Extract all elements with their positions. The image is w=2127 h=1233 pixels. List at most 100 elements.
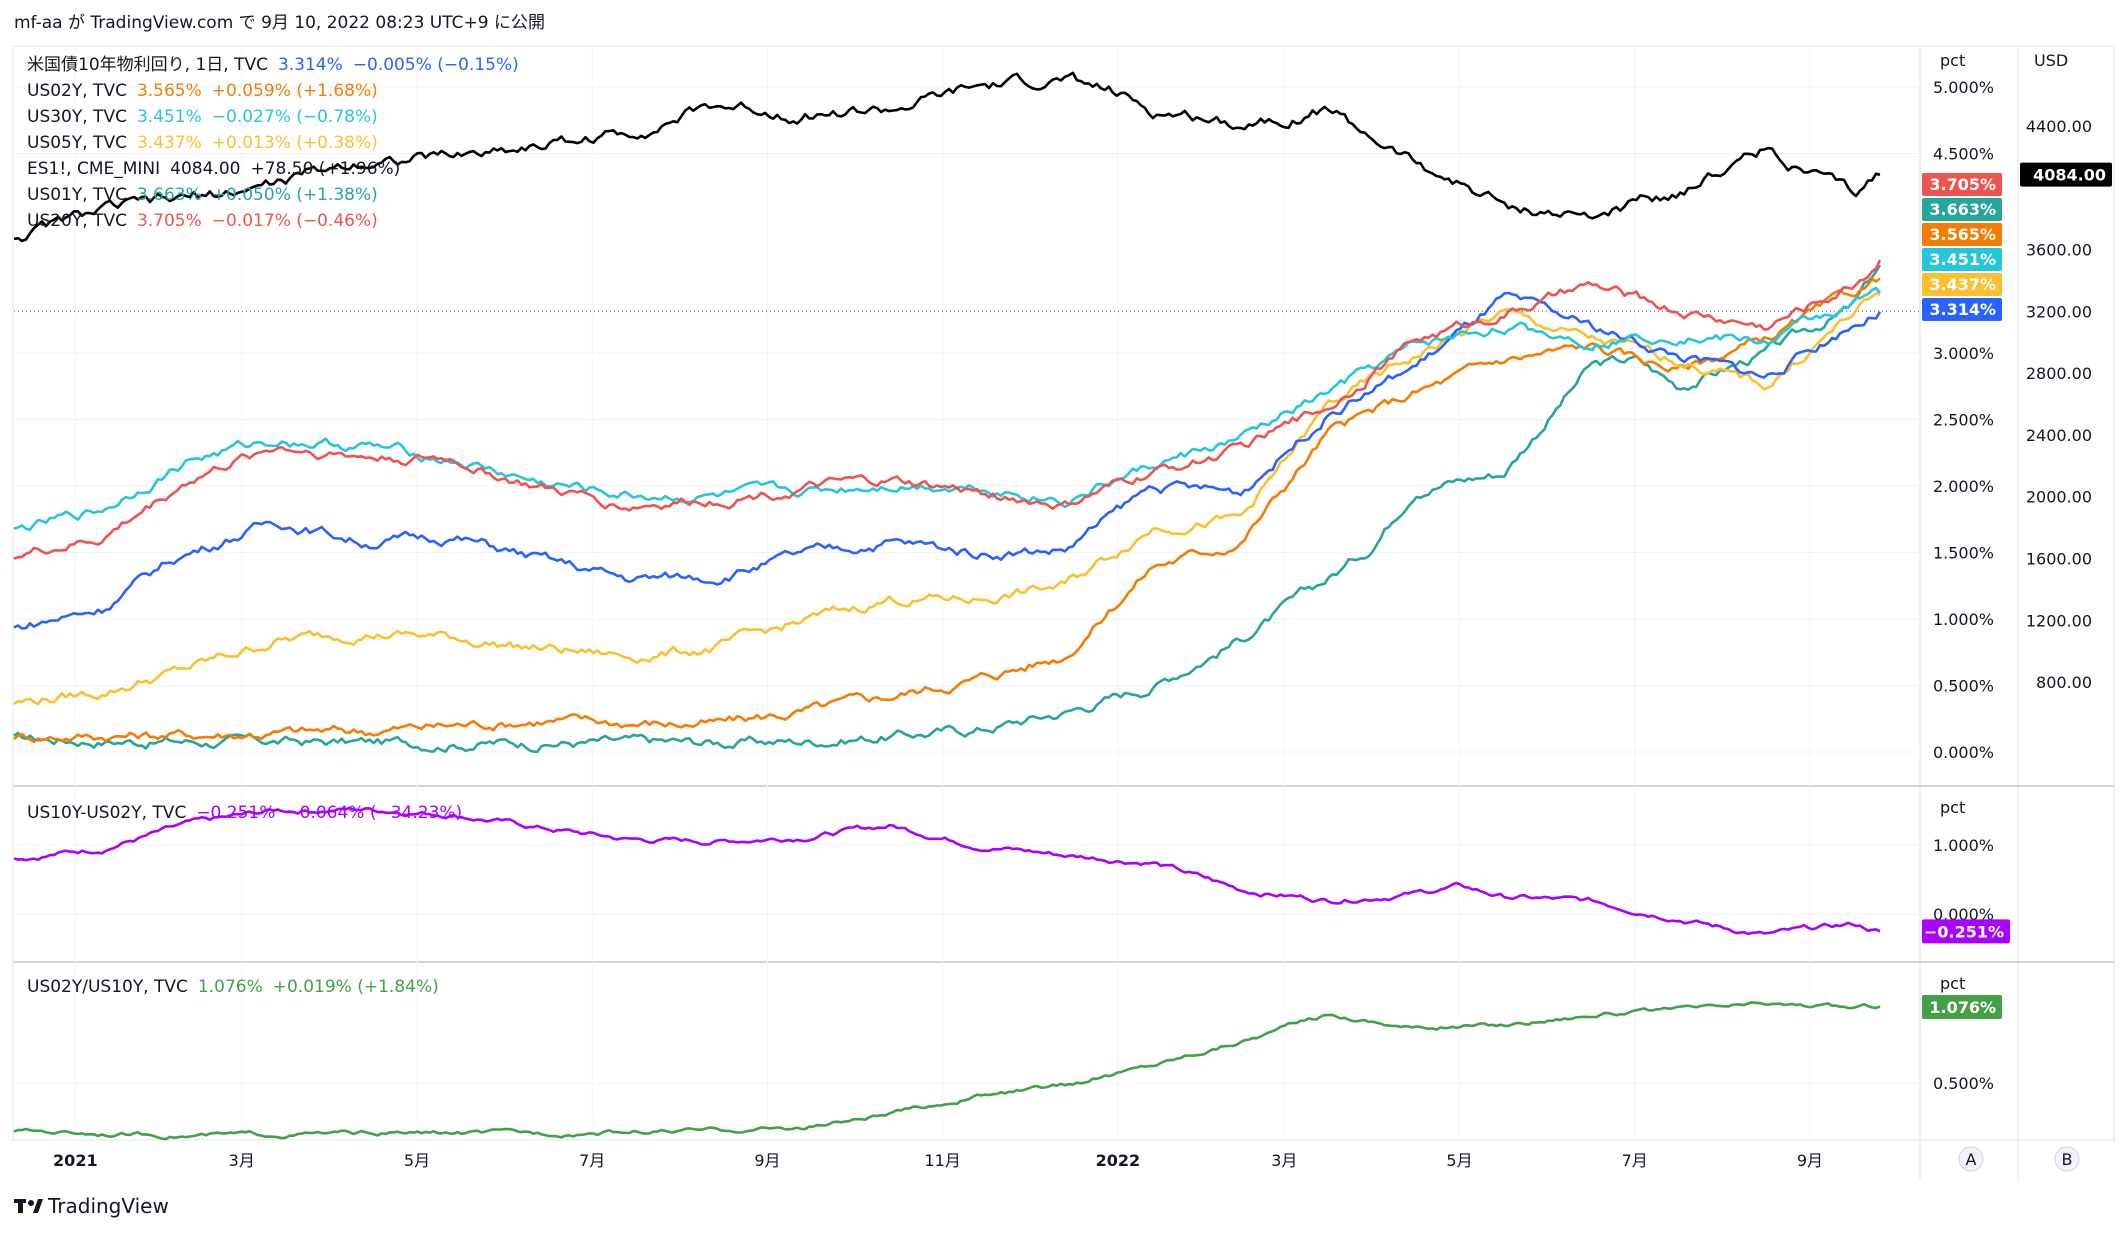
price-tag-label: 3.451% [1929,250,1996,269]
chart-frame [12,45,2115,1180]
legend-series-name: US30Y, TVC [27,107,127,127]
legend-row: US01Y, TVC 3.663% +0.050% (+1.38%) [27,185,378,205]
left-axis-tick: 1.500% [1933,544,1994,563]
right-axis-tick: 800.00 [2036,673,2092,692]
spread-axis-tick: 1.000% [1933,836,1994,855]
time-axis-tick: 9月 [1797,1151,1823,1170]
price-tags: 3.705% 3.663% 3.565% 3.451% 3.437% 3.314% 4084… [1922,162,2112,1019]
ratio-tag-box [1922,994,2002,1019]
series-line-us20y[interactable] [13,259,1882,560]
legend-row: US30Y, TVC 3.451% −0.027% (−0.78%) [27,107,378,127]
legend-series-name: US20Y, TVC [27,211,127,231]
legend-row: ES1!, CME_MINI 4084.00 +78.50 (+1.96%) [27,159,400,179]
time-axis-tick: 3月 [1271,1151,1297,1170]
legend-row: 米国債10年物利回り, 1日, TVC 3.314% −0.005% (−0.15%… [27,55,519,75]
auto-scale-button[interactable]: A [1958,1146,1984,1172]
legend-change: +0.059% (+1.68%) [212,81,378,101]
series-line-us02y[interactable] [13,277,1881,744]
legend-change: −0.027% (−0.78%) [212,107,378,127]
ratio-axis-tick: 0.500% [1933,1074,1994,1093]
legend-series-name: ES1!, CME_MINI [27,159,160,179]
right-axis-tick: 1200.00 [2026,611,2092,630]
price-tag-label: 3.565% [1929,225,1996,244]
right-scale-label: B [2062,1150,2073,1169]
legend-last-value: 3.314% [278,55,343,75]
ratio-tag-label: 1.076% [1929,998,1996,1017]
legend-row: US02Y/US10Y, TVC 1.076% +0.019% (+1.84%) [27,977,439,997]
spread-tag-label: −0.251% [1924,922,2004,941]
price-tag-box [1922,298,2002,321]
right-axis-tick: 1600.00 [2026,550,2092,569]
time-axis-tick: 11月 [924,1151,960,1170]
legend-last-value: 4084.00 [170,159,240,179]
price-tag-box [1922,223,2002,246]
tradingview-brand[interactable]: TradingView [14,1194,169,1218]
price-tag-box [1922,273,2002,296]
legend-series-name: US10Y-US02Y, TVC [27,803,186,823]
right-axis-unit: USD [2034,51,2068,70]
series-line-ratio[interactable] [13,1001,1881,1141]
time-axis[interactable]: 2021 3月 5月 7月 9月 11月 2022 3月 5月 7月 9月 [53,1151,1823,1170]
legend-last-value: 3.437% [137,133,202,153]
series-line-spread[interactable] [13,806,1881,936]
legend-series-name: US02Y, TVC [27,81,127,101]
left-axis-tick: 1.000% [1933,610,1994,629]
legend-last-value: 1.076% [198,977,263,997]
right-axis-tick: 2000.00 [2026,488,2092,507]
price-axes[interactable]: 5.000% 4.500% 3.000% 2.500% 2.000% 1.500% 1.00… [1933,51,2092,1093]
legend-change: −0.017% (−0.46%) [212,211,378,231]
time-axis-tick: 3月 [229,1151,255,1170]
time-axis-tick: 5月 [404,1151,430,1170]
legend-row: US10Y-US02Y, TVC −0.251% −0.064% (−34.23%) [27,803,462,823]
right-scale-button[interactable]: B [2054,1146,2080,1172]
right-axis-tick: 3200.00 [2026,302,2092,321]
tradingview-brand-label: TradingView [47,1194,169,1218]
series-line-us05y[interactable] [13,292,1881,706]
legend-change: −0.005% (−0.15%) [353,55,519,75]
left-axis-tick: 0.000% [1933,743,1994,762]
left-axis-tick: 2.000% [1933,477,1994,496]
series-line-us10y[interactable] [13,291,1882,630]
right-axis-tick: 2800.00 [2026,364,2092,383]
price-tag-label: 3.437% [1929,275,1996,294]
es-price-tag-label: 4084.00 [2033,166,2106,185]
left-axis-tick: 2.500% [1933,411,1994,430]
series-line-us01y[interactable] [13,264,1882,754]
legend-last-value: 3.705% [137,211,202,231]
price-tag-label: 3.705% [1929,175,1996,194]
legend-last-value: 3.451% [137,107,202,127]
series-line-us30y[interactable] [13,286,1882,531]
legend-row: US05Y, TVC 3.437% +0.013% (+0.38%) [27,133,378,153]
grid-lines [14,46,1920,1140]
legend-series-name: US02Y/US10Y, TVC [27,977,188,997]
legend-row: US02Y, TVC 3.565% +0.059% (+1.68%) [27,81,378,101]
series-line-es1[interactable] [13,71,1881,243]
time-axis-tick: 5月 [1446,1151,1472,1170]
auto-scale-label: A [1966,1150,1977,1169]
publish-header: mf-aa が TradingView.com で 9月 10, 2022 08… [14,13,545,33]
right-axis-tick: 3600.00 [2026,240,2092,259]
left-axis-unit: pct [1940,51,1965,70]
legend-row: US20Y, TVC 3.705% −0.017% (−0.46%) [27,211,378,231]
time-axis-tick: 7月 [579,1151,605,1170]
legend-series-name: US01Y, TVC [27,185,127,205]
ratio-pane-plot[interactable] [13,1001,1881,1141]
left-axis-tick: 3.000% [1933,344,1994,363]
price-tag-label: 3.314% [1929,300,1996,319]
left-axis-tick: 4.500% [1933,145,1994,164]
legend-change: +0.019% (+1.84%) [273,977,439,997]
spread-pane-plot[interactable] [13,806,1881,936]
legend-last-value: 3.663% [137,185,202,205]
time-axis-tick: 2021 [53,1151,98,1170]
spread-tag-box [1922,919,2010,944]
legend-last-value: −0.251% [196,803,275,823]
time-axis-tick: 9月 [754,1151,780,1170]
spread-axis-tick: 0.000% [1933,905,1994,924]
main-pane-plot[interactable] [13,71,1882,754]
right-axis-tick: 4400.00 [2026,117,2092,136]
tradingview-logo-icon [14,1199,43,1213]
legend-series-name: US05Y, TVC [27,133,127,153]
series-legends: 米国債10年物利回り, 1日, TVC 3.314% −0.005% (−0.15%… [27,55,519,997]
time-axis-tick: 2022 [1096,1151,1141,1170]
